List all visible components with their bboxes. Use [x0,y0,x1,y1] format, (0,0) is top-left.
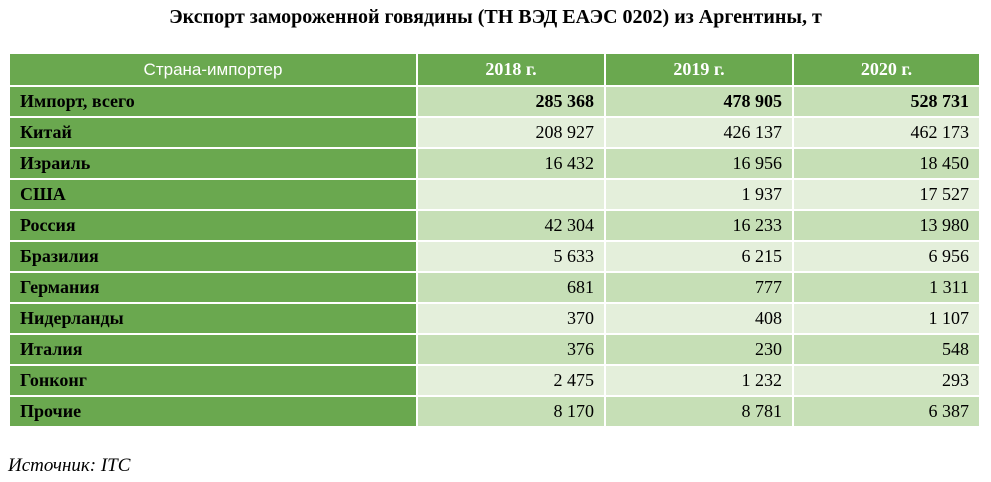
cell-2019: 478 905 [604,85,794,118]
header-2019: 2019 г. [604,52,794,87]
cell-2019: 777 [604,271,794,304]
row-country: Импорт, всего [8,85,418,118]
table-row: Италия 376 230 548 [8,333,981,366]
cell-2020: 17 527 [792,178,981,211]
row-country: Нидерланды [8,302,418,335]
row-country: Гонконг [8,364,418,397]
row-country: Бразилия [8,240,418,273]
cell-2019: 230 [604,333,794,366]
cell-2018: 285 368 [416,85,606,118]
table-row-total: Импорт, всего 285 368 478 905 528 731 [8,85,981,118]
cell-2019: 8 781 [604,395,794,428]
cell-2018: 2 475 [416,364,606,397]
row-country: Китай [8,116,418,149]
header-2020: 2020 г. [792,52,981,87]
cell-2019: 6 215 [604,240,794,273]
cell-2018: 16 432 [416,147,606,180]
row-country: Израиль [8,147,418,180]
table-row: Нидерланды 370 408 1 107 [8,302,981,335]
row-country: США [8,178,418,211]
cell-2018: 376 [416,333,606,366]
page-title: Экспорт замороженной говядины (ТН ВЭД ЕА… [169,6,822,28]
cell-2020: 1 311 [792,271,981,304]
cell-2019: 16 956 [604,147,794,180]
cell-2020: 528 731 [792,85,981,118]
cell-2019: 1 937 [604,178,794,211]
source-note: Источник: ITC [8,455,131,476]
cell-2018: 42 304 [416,209,606,242]
table-row: Китай 208 927 426 137 462 173 [8,116,981,149]
cell-2018: 8 170 [416,395,606,428]
table-row: Россия 42 304 16 233 13 980 [8,209,981,242]
row-country: Германия [8,271,418,304]
cell-2019: 1 232 [604,364,794,397]
cell-2020: 1 107 [792,302,981,335]
cell-2020: 293 [792,364,981,397]
table-row: США 1 937 17 527 [8,178,981,211]
cell-2020: 6 387 [792,395,981,428]
cell-2018 [416,178,606,211]
table-row: Бразилия 5 633 6 215 6 956 [8,240,981,273]
cell-2018: 5 633 [416,240,606,273]
table-row: Германия 681 777 1 311 [8,271,981,304]
cell-2020: 462 173 [792,116,981,149]
table-row: Гонконг 2 475 1 232 293 [8,364,981,397]
table-header-row: Страна-импортер 2018 г. 2019 г. 2020 г. [8,52,981,87]
cell-2018: 208 927 [416,116,606,149]
cell-2018: 681 [416,271,606,304]
header-country: Страна-импортер [8,52,418,87]
cell-2020: 548 [792,333,981,366]
cell-2019: 16 233 [604,209,794,242]
cell-2019: 426 137 [604,116,794,149]
cell-2018: 370 [416,302,606,335]
cell-2020: 6 956 [792,240,981,273]
row-country: Россия [8,209,418,242]
row-country: Италия [8,333,418,366]
table-row: Прочие 8 170 8 781 6 387 [8,395,981,428]
row-country: Прочие [8,395,418,428]
table-row: Израиль 16 432 16 956 18 450 [8,147,981,180]
cell-2020: 18 450 [792,147,981,180]
export-table: Страна-импортер 2018 г. 2019 г. 2020 г. … [8,52,981,428]
header-2018: 2018 г. [416,52,606,87]
cell-2020: 13 980 [792,209,981,242]
cell-2019: 408 [604,302,794,335]
